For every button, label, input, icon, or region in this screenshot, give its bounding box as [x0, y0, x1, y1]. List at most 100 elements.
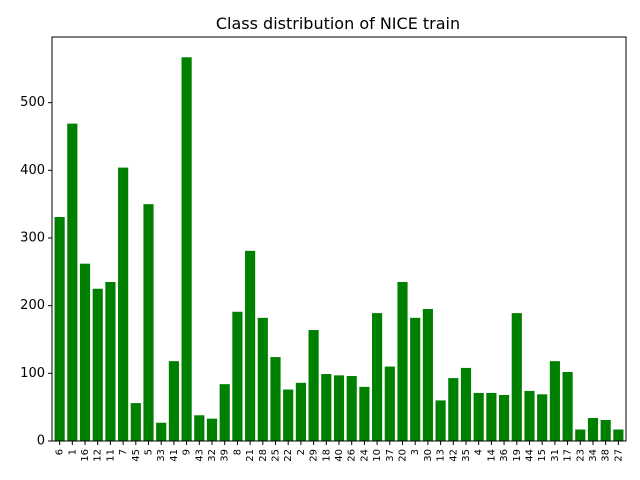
bar-38	[600, 420, 611, 441]
x-tick-label: 2	[296, 449, 307, 455]
y-tick-label: 0	[37, 434, 45, 449]
x-tick-label: 10	[372, 449, 383, 462]
bar-36	[499, 394, 510, 441]
bar-10	[372, 313, 383, 441]
x-tick-label: 19	[512, 449, 523, 462]
x-tick-label: 42	[448, 449, 459, 462]
x-tick-label: 40	[334, 449, 345, 462]
bar-7	[118, 167, 129, 442]
bar-30	[422, 309, 433, 441]
x-tick-label: 15	[537, 449, 548, 462]
bar-37	[384, 366, 395, 441]
x-tick-label: 6	[55, 449, 66, 455]
bar-41	[168, 361, 179, 441]
bar-2	[295, 382, 306, 441]
x-tick-label: 7	[118, 449, 129, 455]
x-tick-label: 27	[613, 449, 624, 462]
bar-11	[105, 281, 116, 441]
bar-35	[460, 367, 472, 441]
x-tick-label: 8	[232, 449, 243, 455]
x-tick-label: 11	[105, 449, 116, 462]
bar-9	[181, 57, 192, 442]
bar-39	[219, 384, 230, 441]
x-tick-label: 31	[550, 449, 561, 462]
x-tick-label: 37	[385, 449, 396, 462]
x-tick-label: 3	[410, 449, 421, 455]
bar-16	[79, 263, 91, 441]
x-tick-label: 35	[461, 449, 472, 462]
bar-33	[156, 422, 167, 441]
y-tick-label: 300	[20, 230, 45, 245]
y-tick-label: 100	[20, 366, 45, 381]
x-tick-label: 41	[169, 449, 180, 462]
bar-44	[524, 390, 535, 441]
x-tick-label: 43	[194, 449, 205, 462]
x-tick-label: 20	[398, 449, 409, 462]
x-tick-label: 16	[80, 449, 91, 462]
y-axis: 0 100 200 300 400 500	[20, 95, 52, 449]
y-tick-label: 200	[20, 298, 45, 313]
bar-18	[321, 374, 332, 441]
bar-29	[308, 330, 319, 441]
x-tick-label: 4	[474, 449, 485, 455]
bar-5	[143, 204, 154, 441]
bar-20	[397, 281, 408, 441]
bar-17	[562, 371, 573, 441]
bar-43	[194, 415, 205, 441]
x-tick-label: 44	[524, 449, 535, 462]
x-tick-label: 21	[245, 449, 256, 462]
x-tick-label: 45	[131, 449, 142, 462]
x-tick-label: 1	[67, 449, 78, 455]
x-tick-label: 14	[486, 449, 497, 462]
bar-34	[587, 417, 599, 441]
x-tick-label: 26	[347, 449, 358, 462]
bar-40	[333, 375, 345, 441]
bar-15	[537, 394, 548, 441]
bar-19	[511, 313, 522, 441]
bar-8	[232, 311, 243, 441]
x-tick-label: 23	[575, 449, 586, 462]
bar-6	[54, 217, 65, 441]
bar-32	[206, 418, 218, 441]
x-tick-label: 18	[321, 449, 332, 462]
bar-28	[257, 317, 268, 441]
x-tick-label: 22	[283, 449, 294, 462]
y-tick-label: 500	[20, 95, 45, 110]
x-tick-label: 30	[423, 449, 434, 462]
bar-24	[359, 386, 370, 441]
x-axis: 6 1 16 12 11 7 45 5 33 41 9 43 32 39 8 21 28 25 22 2 29 18 40 2…	[55, 441, 624, 462]
y-tick-label: 400	[20, 163, 45, 178]
x-tick-label: 29	[309, 449, 320, 462]
x-tick-label: 17	[563, 449, 574, 462]
bar-12	[92, 288, 103, 441]
bar-26	[346, 376, 357, 441]
x-tick-label: 12	[93, 449, 104, 462]
bar-42	[448, 378, 459, 441]
bar-22	[283, 389, 294, 441]
x-tick-label: 38	[601, 449, 612, 462]
x-tick-label: 25	[271, 449, 282, 462]
bar-1	[67, 123, 78, 442]
x-tick-label: 28	[258, 449, 269, 462]
x-tick-label: 32	[207, 449, 218, 462]
plot-frame	[51, 36, 627, 442]
bar-3	[410, 317, 421, 441]
x-tick-label: 39	[220, 449, 231, 462]
bar-14	[486, 392, 497, 441]
x-tick-label: 33	[156, 449, 167, 462]
bar-13	[435, 400, 446, 441]
bar-45	[130, 403, 141, 441]
bar-27	[613, 429, 624, 441]
bars-group	[54, 57, 624, 442]
x-tick-label: 24	[359, 449, 370, 462]
bar-31	[549, 361, 560, 441]
x-tick-label: 36	[499, 449, 510, 462]
x-tick-label: 13	[436, 449, 447, 462]
bar-25	[270, 357, 281, 441]
x-tick-label: 9	[182, 449, 193, 455]
bar-4	[473, 392, 484, 441]
chart-title: Class distribution of NICE train	[216, 14, 460, 33]
x-tick-label: 5	[144, 449, 155, 455]
bar-23	[575, 429, 586, 441]
